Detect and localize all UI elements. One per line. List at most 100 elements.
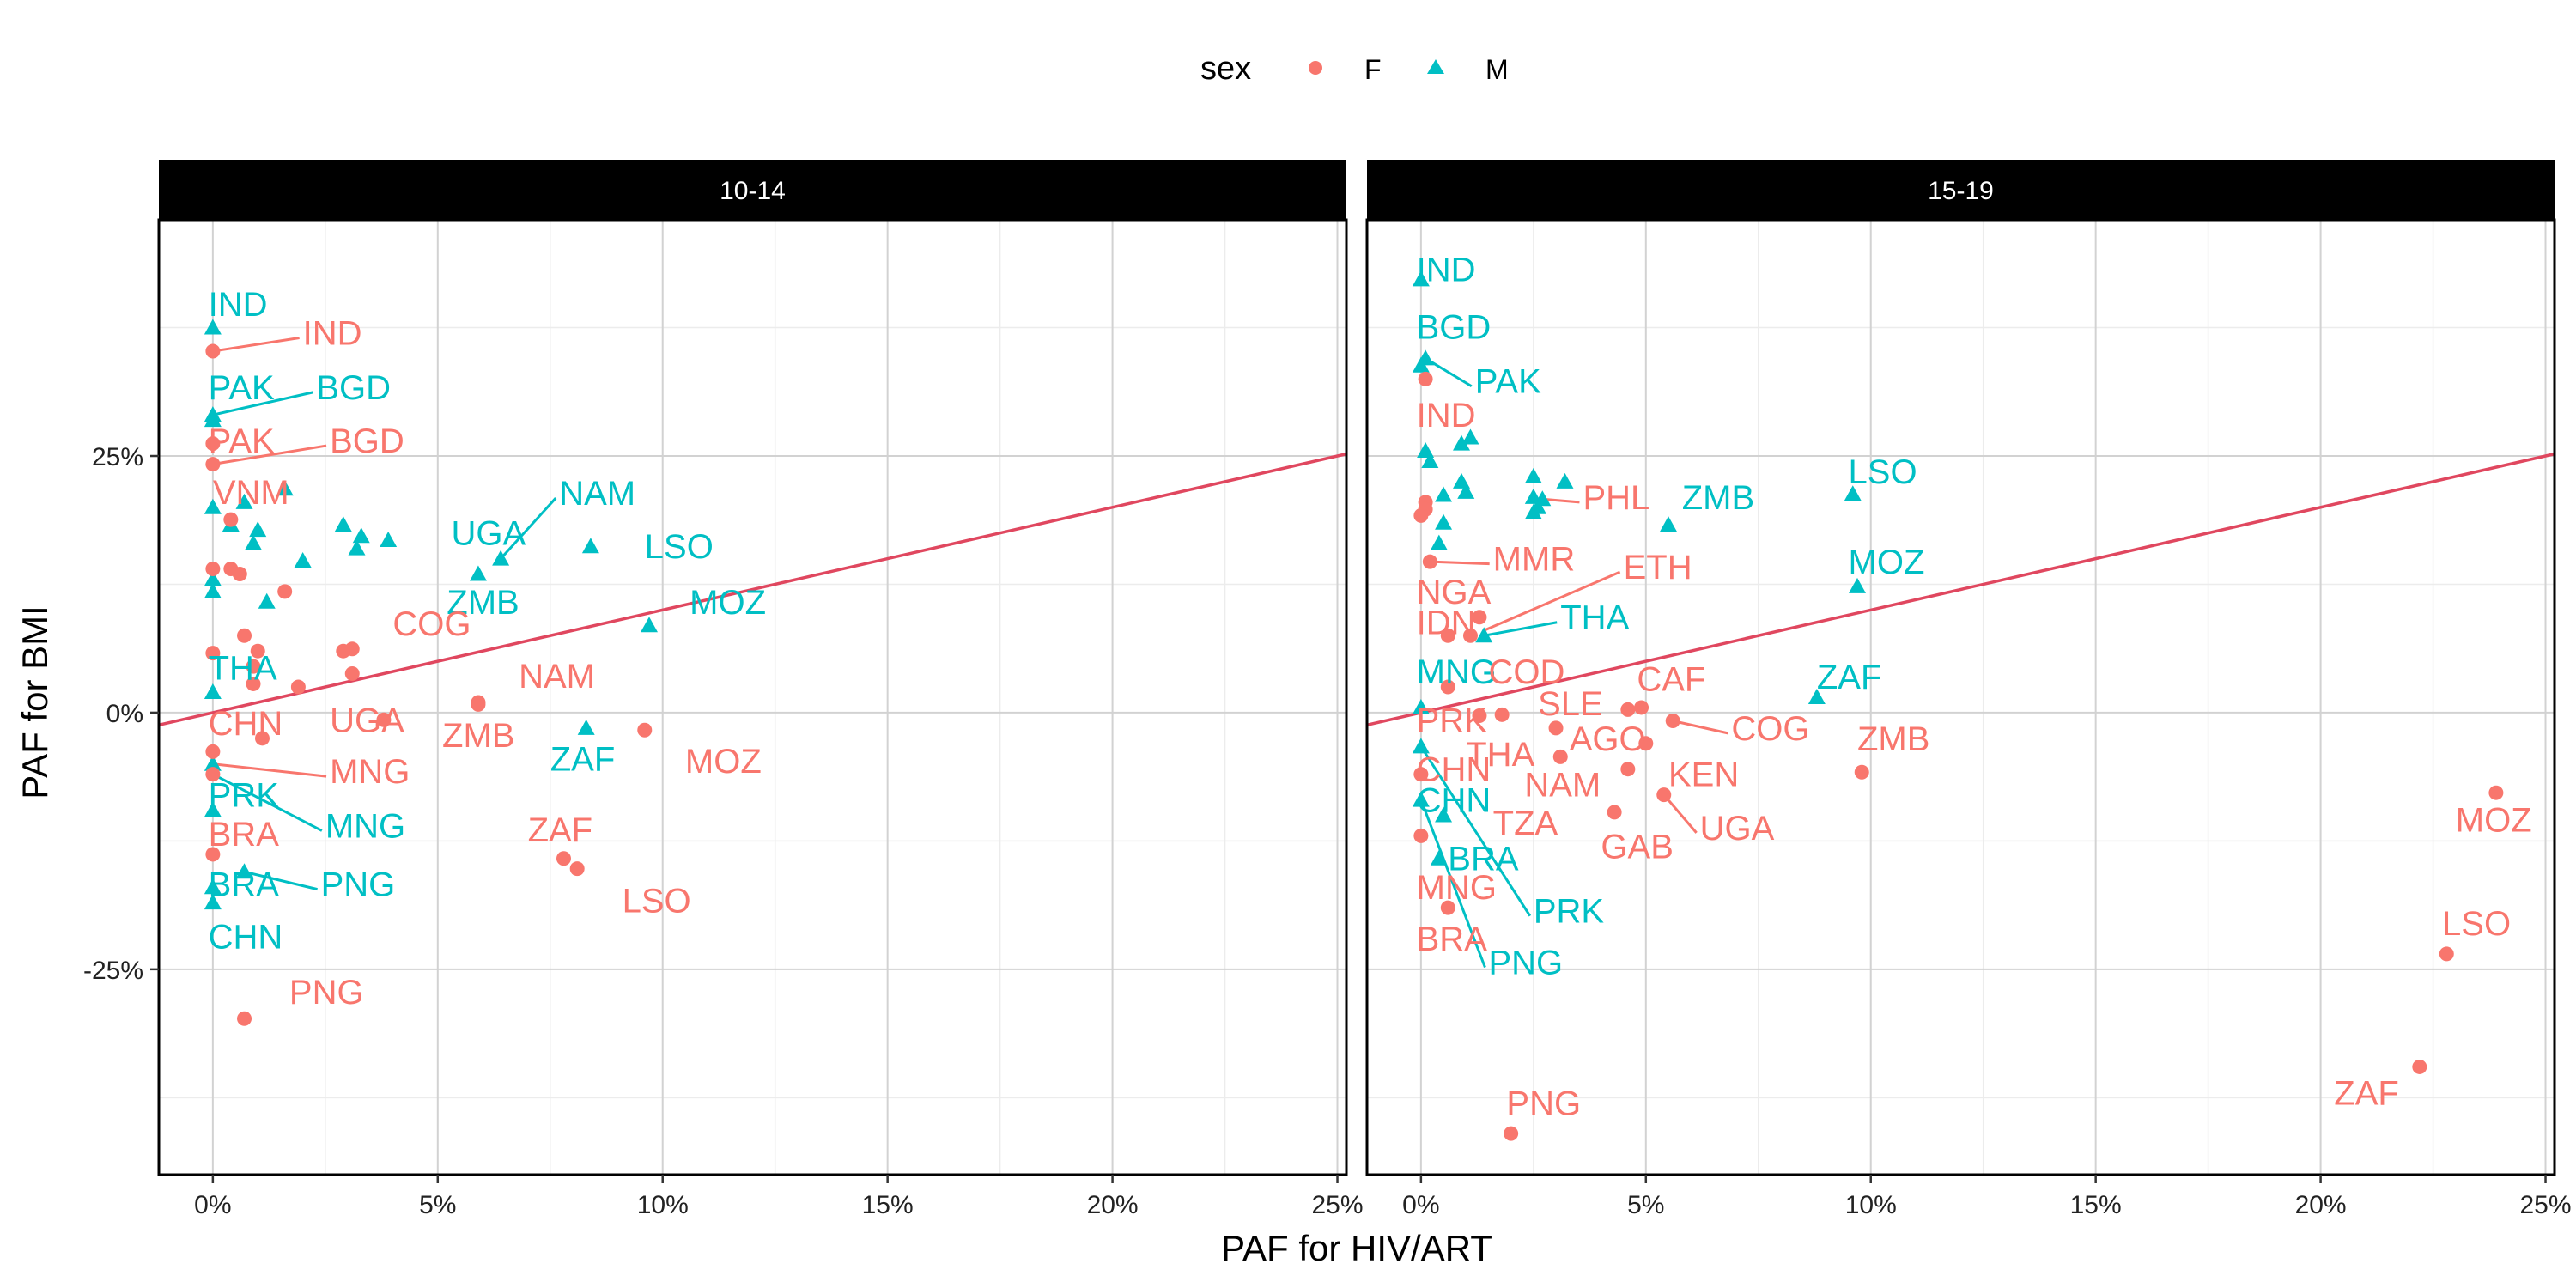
data-point-f (277, 584, 293, 599)
point-label: PNG (321, 866, 396, 904)
data-point-f (1422, 554, 1437, 569)
y-tick-label: 0% (106, 700, 143, 728)
data-point-f (205, 562, 221, 577)
x-tick-label: 0% (1402, 1191, 1439, 1219)
point-label: IND (303, 315, 362, 353)
label-leader-line (1419, 799, 1486, 969)
data-point-m (1430, 534, 1448, 550)
data-point-f (344, 641, 360, 657)
point-label: THA (1466, 736, 1534, 774)
point-label: PAK (209, 422, 275, 460)
data-point-f (237, 628, 252, 643)
data-point-f (1548, 720, 1564, 736)
data-point-m (1417, 349, 1435, 366)
label-leader-line (212, 444, 327, 466)
point-label: IDN (1417, 605, 1476, 642)
legend-title: sex (1200, 51, 1251, 87)
data-point-m (1524, 467, 1542, 483)
point-label: AGO (1570, 720, 1646, 758)
x-axis-label: PAF for HIV/ART (1221, 1228, 1492, 1268)
data-point-f (205, 436, 221, 452)
point-label: ZMB (1682, 479, 1754, 517)
point-label: BGD (1417, 308, 1492, 346)
point-label: ZAF (1817, 659, 1882, 696)
data-point-m (469, 565, 487, 581)
point-label: PRK (1534, 893, 1605, 931)
data-point-m (1412, 698, 1430, 714)
data-point-m (294, 551, 312, 568)
data-point-f (1418, 371, 1433, 386)
point-label: CAF (1637, 660, 1705, 698)
data-point-m (641, 617, 659, 633)
data-point-f (205, 847, 221, 862)
point-label: BRA (1417, 920, 1488, 958)
data-point-f (1440, 679, 1455, 695)
y-tick-label: -25% (83, 957, 143, 985)
data-point-m (1659, 516, 1677, 532)
data-point-m (1421, 452, 1439, 468)
data-point-m (1412, 738, 1430, 754)
data-point-m (235, 863, 253, 879)
point-label: BRA (209, 866, 280, 904)
point-label: MOZ (2456, 801, 2532, 839)
point-label: MNG (1417, 869, 1497, 907)
legend-label-f: F (1364, 54, 1382, 85)
point-label: PAK (209, 369, 275, 407)
data-point-m (1453, 434, 1471, 451)
data-point-f (1552, 749, 1568, 764)
data-point-f (1413, 507, 1429, 523)
data-point-f (254, 731, 270, 746)
data-point-m (204, 570, 222, 586)
x-tick-label: 25% (1311, 1191, 1363, 1219)
x-tick-label: 20% (1087, 1191, 1139, 1219)
data-point-m (245, 534, 263, 550)
point-label: BGD (330, 422, 404, 460)
data-point-m (1475, 627, 1493, 643)
point-label: PRK (209, 777, 280, 815)
label-leader-line (1419, 745, 1532, 917)
data-point-f (1440, 628, 1455, 643)
point-label: ZAF (2334, 1074, 2399, 1112)
data-point-m (380, 532, 398, 548)
x-tick-label: 5% (419, 1191, 456, 1219)
point-label: COG (392, 605, 471, 643)
point-label: VNM (213, 474, 289, 512)
point-label: PAK (1475, 363, 1541, 401)
point-label: NAM (1524, 767, 1601, 805)
data-point-m (1435, 806, 1453, 823)
data-point-m (1457, 483, 1475, 499)
data-point-f (205, 457, 221, 472)
point-label: KEN (1668, 756, 1739, 794)
point-label: ETH (1624, 549, 1692, 586)
point-label: MMR (1493, 541, 1576, 579)
panel-background (159, 220, 1346, 1175)
point-label: COG (1731, 710, 1809, 748)
x-tick-label: 0% (194, 1191, 231, 1219)
point-label: IND (209, 286, 268, 324)
legend: sex F M (1200, 51, 1509, 87)
label-leader-line (1672, 720, 1728, 735)
data-point-m (249, 521, 267, 538)
point-label: GAB (1601, 828, 1673, 866)
point-label: MNG (330, 753, 410, 791)
point-label: PNG (289, 974, 364, 1012)
point-label: SLE (1538, 685, 1603, 723)
data-point-f (1607, 805, 1622, 820)
point-label: CHN (1417, 782, 1492, 820)
label-leader-line (1662, 793, 1698, 834)
point-label: UGA (1700, 810, 1775, 848)
data-point-f (1504, 1126, 1519, 1141)
label-leader-line (1483, 621, 1558, 637)
reference-line (158, 452, 1347, 726)
data-point-f (1854, 764, 1869, 780)
legend-key-m (1427, 59, 1444, 74)
data-point-f (1472, 708, 1487, 724)
data-point-f (1634, 700, 1649, 715)
point-label: MNG (1417, 653, 1497, 691)
data-point-f (2412, 1059, 2427, 1074)
point-label: CHN (1417, 751, 1492, 789)
data-point-f (1638, 736, 1654, 751)
data-point-f (1656, 787, 1672, 803)
data-point-m (577, 719, 595, 735)
